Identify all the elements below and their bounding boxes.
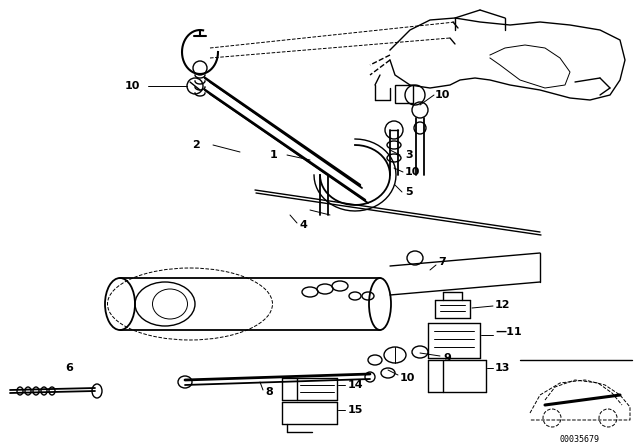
Text: 10: 10	[405, 167, 420, 177]
Text: 00035679: 00035679	[560, 435, 600, 444]
Text: 14: 14	[348, 380, 364, 390]
Text: 4: 4	[300, 220, 308, 230]
Text: 7: 7	[438, 257, 445, 267]
Text: 15: 15	[348, 405, 364, 415]
Text: 6: 6	[65, 363, 73, 373]
Text: 5: 5	[405, 187, 413, 197]
Text: 2: 2	[192, 140, 200, 150]
Text: 3: 3	[405, 150, 413, 160]
Text: 12: 12	[495, 300, 511, 310]
Text: 13: 13	[495, 363, 510, 373]
Bar	[395, 85, 413, 103]
Text: 10: 10	[435, 90, 451, 100]
Text: —11: —11	[495, 327, 522, 337]
Text: 1: 1	[270, 150, 278, 160]
Text: 9: 9	[443, 353, 451, 363]
Text: 8: 8	[265, 387, 273, 397]
Text: 10: 10	[400, 373, 415, 383]
Text: 10: 10	[125, 81, 140, 91]
